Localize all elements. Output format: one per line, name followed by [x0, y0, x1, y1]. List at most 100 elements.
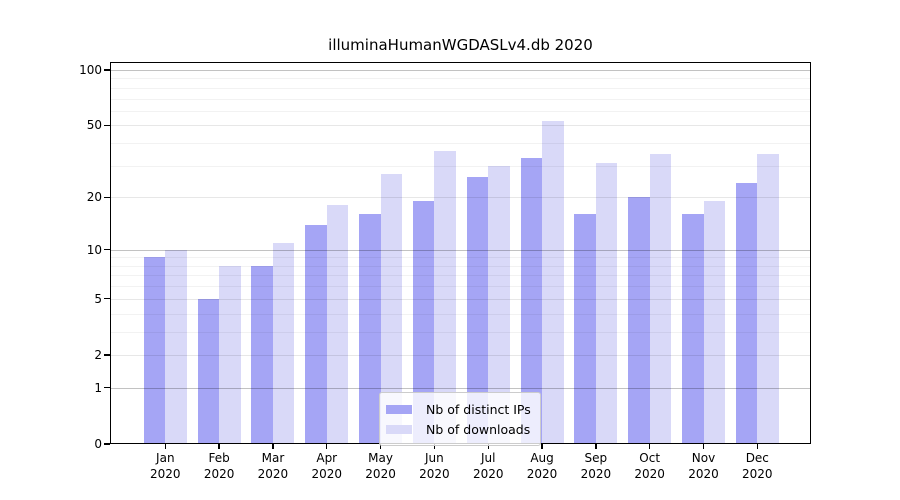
legend-item: Nb of downloads: [386, 419, 531, 439]
x-tick-label: Sep 2020: [566, 450, 626, 482]
x-tick-month: Sep: [584, 451, 608, 465]
x-tick-label: Oct 2020: [620, 450, 680, 482]
bar-nb-of-downloads-dec: [757, 153, 779, 444]
x-tick-mark: [379, 444, 382, 449]
gridline-minor: [110, 313, 811, 315]
bar-nb-of-distinct-ips-jan: [143, 257, 166, 444]
bar-nb-of-distinct-ips-apr: [305, 224, 327, 444]
x-tick-month: Jan: [156, 451, 175, 465]
bar-nb-of-distinct-ips-sep: [574, 214, 596, 444]
x-tick-month: Jul: [480, 451, 496, 465]
y-tick-label: 5: [94, 291, 102, 306]
y-tick-label: 20: [86, 190, 102, 205]
x-tick-month: May: [368, 451, 393, 465]
x-tick-mark: [487, 444, 489, 449]
y-tick-label: 1: [94, 380, 102, 395]
x-tick-mark: [433, 444, 436, 449]
x-tick-year: 2020: [634, 467, 665, 481]
bar-nb-of-distinct-ips-oct: [628, 197, 650, 444]
x-tick-year: 2020: [203, 467, 235, 481]
legend-label: Nb of distinct IPs: [426, 401, 531, 417]
x-tick-mark: [649, 444, 651, 449]
gridline-minor: [110, 78, 811, 80]
x-tick-mark: [756, 444, 758, 449]
gridline-mid: [110, 125, 811, 127]
y-tick-mark: [104, 387, 110, 389]
x-tick-year: 2020: [365, 467, 396, 481]
legend-swatch-icon: [386, 424, 412, 434]
gridline-mid: [110, 298, 811, 300]
gridline-decade: [110, 249, 811, 251]
x-tick-label: Jul 2020: [458, 450, 518, 482]
gridline-mid: [110, 354, 811, 356]
bar-nb-of-downloads-feb: [219, 265, 241, 444]
x-tick-month: Oct: [639, 451, 661, 465]
chart-title: illuminaHumanWGDASLv4.db 2020: [328, 36, 593, 54]
bar-nb-of-distinct-ips-aug: [520, 158, 543, 444]
gridline-minor: [110, 286, 811, 288]
bar-nb-of-distinct-ips-mar: [251, 265, 273, 444]
bar-nb-of-distinct-ips-jun: [412, 201, 435, 444]
y-tick-mark: [104, 354, 110, 356]
y-tick-mark: [104, 443, 110, 445]
bar-nb-of-distinct-ips-nov: [682, 214, 704, 444]
bar-nb-of-downloads-nov: [703, 201, 725, 444]
legend-label: Nb of downloads: [426, 421, 531, 437]
x-tick-month: Nov: [691, 451, 716, 465]
y-tick-label: 10: [86, 242, 102, 257]
x-tick-year: 2020: [526, 467, 558, 481]
gridline-minor: [110, 143, 811, 145]
x-tick-month: Aug: [530, 451, 554, 465]
y-tick-mark: [104, 298, 110, 300]
x-tick-year: 2020: [688, 467, 719, 481]
legend-swatch-icon: [386, 404, 412, 414]
gridline-minor: [110, 87, 811, 89]
x-tick-year: 2020: [419, 467, 450, 481]
y-tick-label: 50: [86, 118, 102, 133]
x-tick-month: Dec: [745, 451, 769, 465]
bar-nb-of-downloads-mar: [272, 242, 295, 444]
bar-nb-of-distinct-ips-feb: [197, 298, 220, 444]
gridline-minor: [110, 331, 811, 333]
bar-nb-of-distinct-ips-may: [359, 214, 381, 444]
legend: Nb of distinct IPs Nb of downloads: [379, 392, 541, 446]
x-tick-mark: [702, 444, 705, 449]
x-tick-label: Apr 2020: [297, 450, 357, 482]
x-tick-label: Jun 2020: [404, 450, 464, 482]
x-tick-mark: [272, 444, 274, 449]
x-tick-label: Feb 2020: [189, 450, 249, 482]
x-tick-month: Apr: [316, 451, 338, 465]
y-tick-label: 0: [94, 437, 102, 451]
gridline-decade: [110, 387, 811, 389]
gridline-minor: [110, 110, 811, 112]
bar-nb-of-distinct-ips-dec: [735, 183, 758, 444]
bar-nb-of-downloads-jul: [488, 165, 510, 444]
x-tick-year: 2020: [311, 467, 343, 481]
bar-nb-of-downloads-sep: [595, 163, 618, 444]
y-tick-mark: [104, 69, 110, 71]
gridline-minor: [110, 98, 811, 100]
gridline-minor: [110, 257, 811, 259]
y-tick-mark: [104, 196, 110, 198]
y-tick-label: 2: [94, 347, 102, 362]
x-tick-mark: [595, 444, 597, 449]
bar-nb-of-downloads-apr: [326, 205, 349, 444]
x-tick-label: Aug 2020: [512, 450, 572, 482]
bar-nb-of-downloads-oct: [649, 153, 672, 444]
x-tick-mark: [164, 444, 166, 449]
x-tick-month: Mar: [261, 451, 285, 465]
y-tick-mark: [104, 249, 110, 251]
bar-nb-of-downloads-jun: [434, 151, 456, 444]
x-tick-year: 2020: [742, 467, 773, 481]
x-tick-label: Mar 2020: [243, 450, 303, 482]
gridline-minor: [110, 265, 811, 267]
gridline-decade: [110, 69, 811, 71]
x-tick-month: Feb: [208, 451, 230, 465]
x-tick-mark: [541, 444, 543, 449]
gridline-minor: [110, 275, 811, 277]
gridline-minor: [110, 165, 811, 167]
legend-item: Nb of distinct IPs: [386, 399, 531, 419]
bar-nb-of-downloads-jan: [165, 249, 187, 444]
x-tick-year: 2020: [257, 467, 289, 481]
